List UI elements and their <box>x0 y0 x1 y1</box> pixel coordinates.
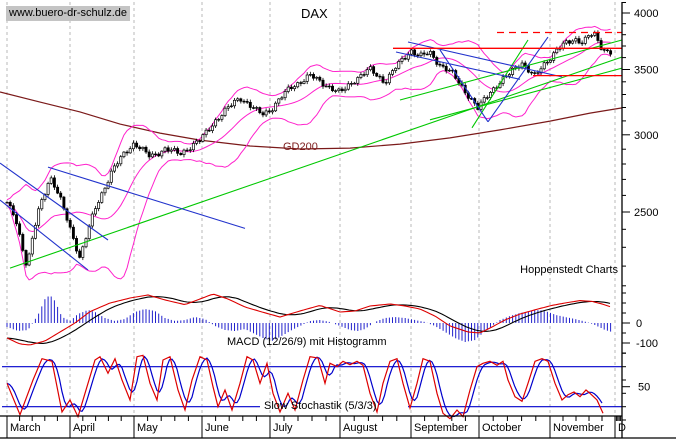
macd-label: MACD (12/26/9) mit Histogramm <box>227 336 387 348</box>
svg-text:4000: 4000 <box>634 8 658 20</box>
svg-text:November: November <box>553 422 604 434</box>
stochastic-label: Slow Stochastik (5/3/3) <box>264 400 377 412</box>
svg-text:July: July <box>273 422 293 434</box>
svg-text:-100: -100 <box>636 338 658 350</box>
svg-text:3500: 3500 <box>634 65 658 77</box>
svg-text:50: 50 <box>638 382 650 394</box>
svg-text:D: D <box>618 422 626 434</box>
svg-text:3000: 3000 <box>634 130 658 142</box>
svg-text:March: March <box>10 422 41 434</box>
gd200-label: GD200 <box>283 141 318 153</box>
gd200-line <box>0 91 623 150</box>
svg-text:2500: 2500 <box>634 207 658 219</box>
candlesticks <box>5 30 613 268</box>
watermark-label: www.buero-dr-schulz.de <box>6 6 130 21</box>
svg-text:June: June <box>205 422 229 434</box>
svg-text:August: August <box>343 422 377 434</box>
svg-text:0: 0 <box>636 318 642 330</box>
macd-lines <box>6 293 611 346</box>
trendlines <box>0 36 623 271</box>
svg-text:May: May <box>137 422 158 434</box>
stochastic <box>2 354 622 420</box>
svg-text:April: April <box>73 422 95 434</box>
brand-label: Hoppenstedt Charts <box>520 264 618 276</box>
page-title: DAX <box>301 6 328 21</box>
month-axis: March April May June July August September Octo… <box>6 416 626 438</box>
svg-text:September: September <box>414 422 468 434</box>
price-levels <box>393 31 622 77</box>
svg-text:October: October <box>482 422 521 434</box>
